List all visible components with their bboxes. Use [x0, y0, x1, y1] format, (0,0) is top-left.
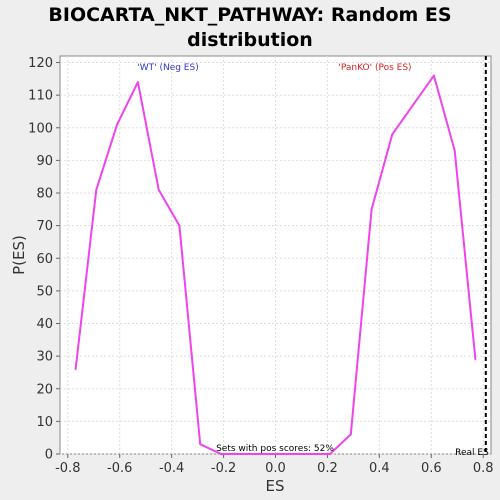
x-tick-label: -0.6 — [107, 461, 132, 476]
y-axis-label: P(ES) — [10, 235, 28, 275]
y-tick-label: 90 — [36, 154, 53, 169]
y-tick-label: 110 — [28, 89, 53, 104]
x-tick-label: -0.4 — [159, 461, 184, 476]
x-tick-label: 0.8 — [473, 461, 494, 476]
y-tick-label: 30 — [36, 350, 53, 365]
pos-es-label: 'PanKO' (Pos ES) — [338, 63, 411, 73]
data-point — [157, 188, 160, 191]
chart-title-line-1: BIOCARTA_NKT_PATHWAY: Random ES — [48, 4, 451, 26]
y-tick-label: 20 — [36, 382, 53, 397]
data-point — [329, 453, 331, 455]
data-point — [136, 81, 139, 83]
y-tick-label: 100 — [28, 121, 53, 136]
axis-ticks: -0.8 -0.6 -0.4 -0.2 0.0 0.2 0.4 0.6 0.8 0 10 20 30 40… — [28, 56, 493, 476]
data-point — [453, 149, 456, 152]
y-tick-label: 0 — [45, 448, 53, 463]
data-point — [178, 224, 181, 227]
data-point — [240, 453, 243, 455]
real-es-label: Real ES — [455, 448, 489, 458]
x-tick-label: 0.4 — [369, 461, 390, 476]
y-tick-label: 50 — [36, 284, 53, 299]
data-point — [412, 104, 415, 106]
plot-area — [59, 55, 492, 455]
y-tick-label: 10 — [36, 415, 53, 430]
data-point — [74, 368, 77, 371]
data-point — [220, 453, 222, 455]
pos-scores-annotation: Sets with pos scores: 52% — [216, 444, 334, 454]
x-tick-label: -0.2 — [211, 461, 236, 476]
data-point — [199, 443, 202, 446]
y-tick-label: 40 — [36, 317, 53, 332]
data-point — [261, 453, 264, 455]
data-point — [432, 74, 435, 77]
chart-title-line-2: distribution — [187, 29, 313, 51]
x-tick-label: 0.0 — [265, 461, 286, 476]
data-point — [370, 208, 373, 211]
series-line — [74, 74, 477, 455]
y-tick-label: 80 — [36, 187, 53, 202]
series-layer — [74, 74, 477, 455]
data-point — [349, 433, 352, 436]
y-tick-label: 120 — [28, 56, 53, 71]
data-point — [391, 133, 394, 136]
data-point — [95, 188, 98, 191]
data-point — [474, 358, 477, 361]
x-tick-label: 0.6 — [421, 461, 442, 476]
y-tick-label: 70 — [36, 219, 53, 234]
x-tick-label: 0.2 — [317, 461, 338, 476]
data-point — [116, 123, 119, 126]
data-point — [287, 453, 290, 455]
data-point — [308, 453, 311, 455]
x-tick-label: -0.8 — [55, 461, 80, 476]
neg-es-label: 'WT' (Neg ES) — [137, 63, 198, 73]
y-tick-label: 60 — [36, 252, 53, 267]
x-axis-label: ES — [266, 477, 285, 495]
